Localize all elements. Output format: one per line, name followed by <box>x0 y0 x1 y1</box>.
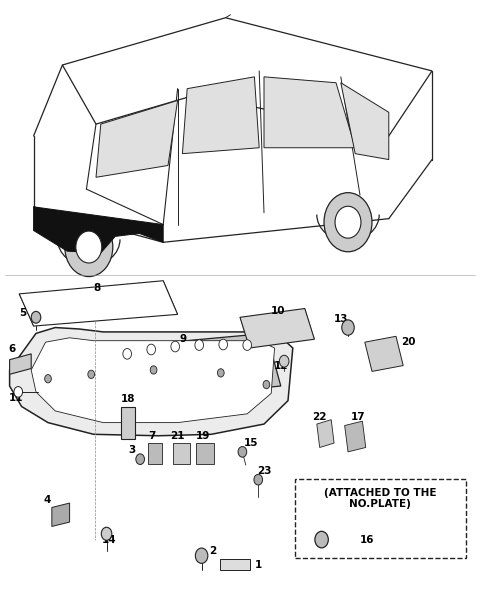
Circle shape <box>342 320 354 335</box>
Circle shape <box>195 548 208 563</box>
Polygon shape <box>96 100 178 177</box>
Circle shape <box>315 531 328 548</box>
Circle shape <box>136 454 144 465</box>
Polygon shape <box>31 338 275 423</box>
Text: 10: 10 <box>271 307 286 316</box>
Circle shape <box>335 206 361 238</box>
Circle shape <box>147 344 156 355</box>
Polygon shape <box>240 309 314 348</box>
Text: 6: 6 <box>9 345 16 355</box>
Polygon shape <box>98 333 281 399</box>
Circle shape <box>31 311 41 323</box>
Circle shape <box>150 366 157 374</box>
Text: 8: 8 <box>94 283 101 293</box>
Text: 1: 1 <box>254 560 262 570</box>
Polygon shape <box>148 443 162 463</box>
Circle shape <box>243 340 252 350</box>
Circle shape <box>101 527 112 540</box>
Text: 3: 3 <box>129 446 136 456</box>
Circle shape <box>45 375 51 383</box>
Polygon shape <box>345 421 366 452</box>
Text: 15: 15 <box>244 438 258 448</box>
Circle shape <box>88 370 95 378</box>
Text: 2: 2 <box>209 546 216 556</box>
Polygon shape <box>317 420 334 447</box>
Polygon shape <box>182 77 259 154</box>
Polygon shape <box>196 443 214 463</box>
Text: 16: 16 <box>360 535 374 544</box>
Circle shape <box>324 193 372 252</box>
Circle shape <box>195 340 204 350</box>
Circle shape <box>238 447 247 457</box>
Polygon shape <box>264 77 355 148</box>
Polygon shape <box>220 559 250 570</box>
Text: 18: 18 <box>121 394 135 404</box>
Polygon shape <box>10 327 293 436</box>
Circle shape <box>65 217 113 277</box>
Text: 13: 13 <box>334 314 348 324</box>
Polygon shape <box>10 354 31 374</box>
Text: 5: 5 <box>19 308 26 318</box>
Text: (ATTACHED TO THE
NO.PLATE): (ATTACHED TO THE NO.PLATE) <box>324 488 437 509</box>
Polygon shape <box>52 503 70 527</box>
Circle shape <box>76 231 102 263</box>
Circle shape <box>279 355 289 367</box>
Text: 17: 17 <box>350 412 365 422</box>
Text: 22: 22 <box>312 412 326 422</box>
Text: 12: 12 <box>274 361 288 371</box>
Circle shape <box>219 339 228 350</box>
Text: 21: 21 <box>170 431 185 441</box>
Polygon shape <box>121 407 135 439</box>
Text: 20: 20 <box>401 337 415 347</box>
Text: 11: 11 <box>9 393 23 402</box>
Text: 23: 23 <box>257 466 271 476</box>
Polygon shape <box>173 443 190 463</box>
Polygon shape <box>341 83 389 160</box>
Circle shape <box>217 369 224 377</box>
Circle shape <box>171 341 180 352</box>
Text: 9: 9 <box>180 335 187 344</box>
FancyBboxPatch shape <box>295 479 466 558</box>
Text: 14: 14 <box>102 535 116 545</box>
Text: 4: 4 <box>43 495 50 505</box>
Polygon shape <box>365 336 403 371</box>
Text: 19: 19 <box>196 431 210 441</box>
Polygon shape <box>34 207 163 253</box>
Circle shape <box>123 349 132 359</box>
Circle shape <box>14 387 23 397</box>
Polygon shape <box>19 281 178 326</box>
Circle shape <box>254 475 263 485</box>
Circle shape <box>263 381 270 389</box>
Text: 7: 7 <box>148 431 155 441</box>
